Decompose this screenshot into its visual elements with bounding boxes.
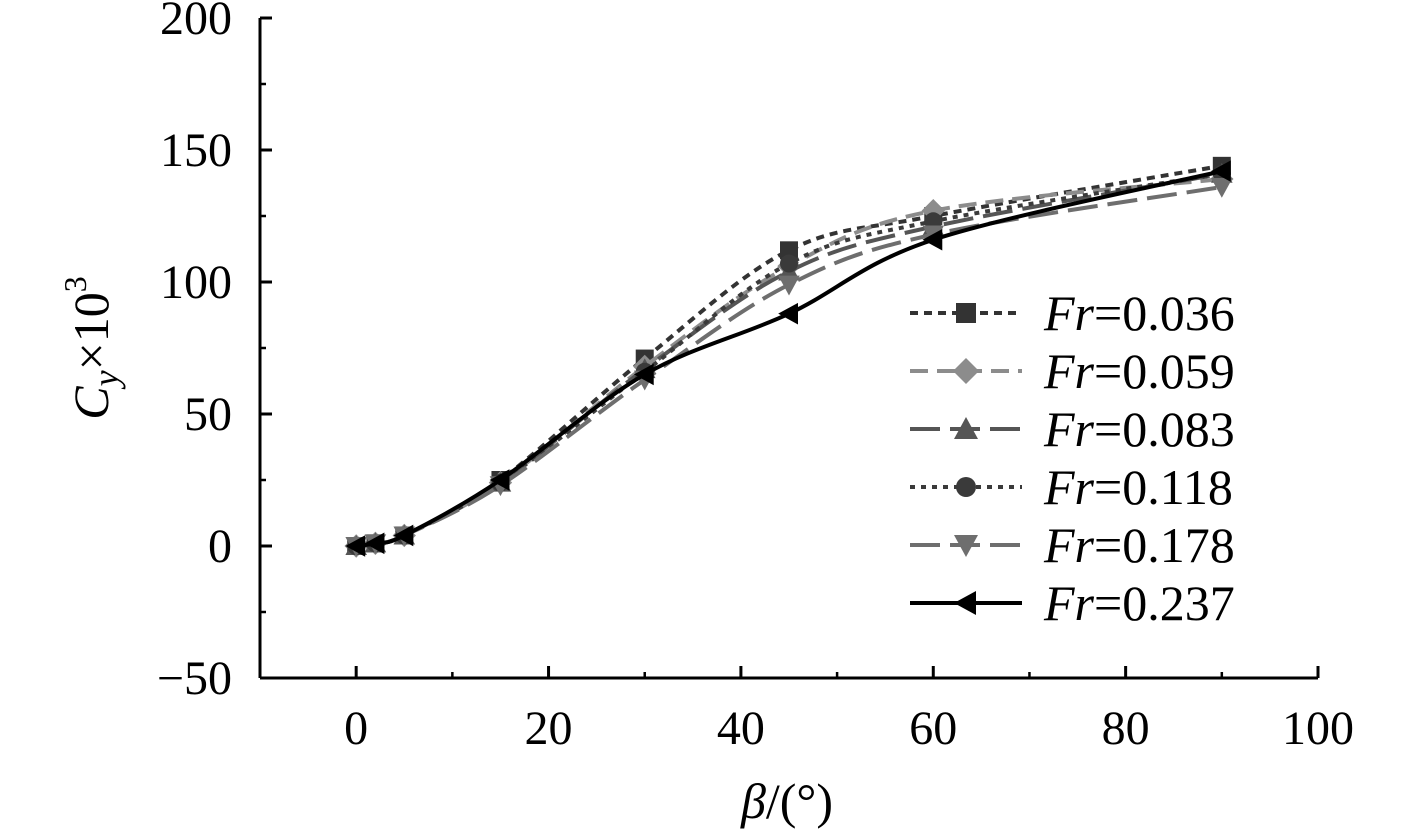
data-point-triangle-left (489, 469, 510, 491)
data-point-square (956, 303, 976, 323)
x-tick-label: 80 (1102, 702, 1150, 755)
legend-label: Fr=0.178 (1043, 517, 1235, 573)
y-tick-label: 50 (184, 388, 232, 441)
data-point-triangle-left (778, 302, 798, 325)
series-layer (344, 156, 1234, 558)
legend-entry: Fr=0.118 (910, 459, 1233, 515)
data-point-triangle-left (345, 535, 366, 557)
legend-label: Fr=0.036 (1043, 285, 1235, 341)
data-point-diamond (953, 358, 979, 384)
legend-entry: Fr=0.178 (910, 517, 1235, 573)
legend-label: Fr=0.118 (1043, 459, 1233, 515)
data-point-diamond (921, 199, 945, 223)
data-point-triangle-left (364, 532, 385, 555)
data-point-triangle-left (393, 524, 414, 547)
y-tick-label: −50 (157, 652, 232, 705)
data-point-triangle-left (1211, 160, 1231, 182)
legend-label: Fr=0.083 (1043, 401, 1235, 457)
data-point-triangle-up (954, 417, 978, 439)
data-point-triangle-down (954, 535, 978, 557)
x-axis-title: β/(°) (740, 773, 833, 829)
y-axis-title: Cy×103 (57, 276, 126, 420)
x-tick-label: 100 (1282, 702, 1354, 755)
legend-entry: Fr=0.083 (910, 401, 1235, 457)
series-fr-0-237 (345, 160, 1231, 557)
x-tick-label: 0 (344, 702, 368, 755)
legend-entry: Fr=0.059 (910, 343, 1235, 399)
data-point-triangle-down (1211, 177, 1233, 198)
data-point-triangle-left (633, 363, 654, 386)
y-tick-label: 200 (160, 0, 232, 45)
data-point-circle (780, 254, 798, 273)
y-tick-label: 0 (208, 520, 232, 573)
x-tick-label: 60 (909, 702, 957, 755)
y-tick-label: 100 (160, 256, 232, 309)
data-point-triangle-down (778, 275, 800, 296)
legend-label: Fr=0.059 (1043, 343, 1235, 399)
data-point-circle (956, 477, 976, 497)
data-point-triangle-left (922, 228, 943, 251)
legend-entry: Fr=0.036 (910, 285, 1235, 341)
data-point-square (780, 241, 798, 260)
y-tick-label: 150 (160, 124, 232, 177)
legend-label: Fr=0.237 (1043, 575, 1235, 631)
legend: Fr=0.036Fr=0.059Fr=0.083Fr=0.118Fr=0.178… (910, 285, 1235, 631)
data-point-triangle-left (954, 591, 976, 615)
axes: −50 0 50 100 150 200 0 20 40 60 80 100 (157, 0, 1354, 755)
x-tick-label: 20 (525, 702, 573, 755)
x-tick-label: 40 (717, 702, 765, 755)
legend-entry: Fr=0.237 (910, 575, 1235, 631)
